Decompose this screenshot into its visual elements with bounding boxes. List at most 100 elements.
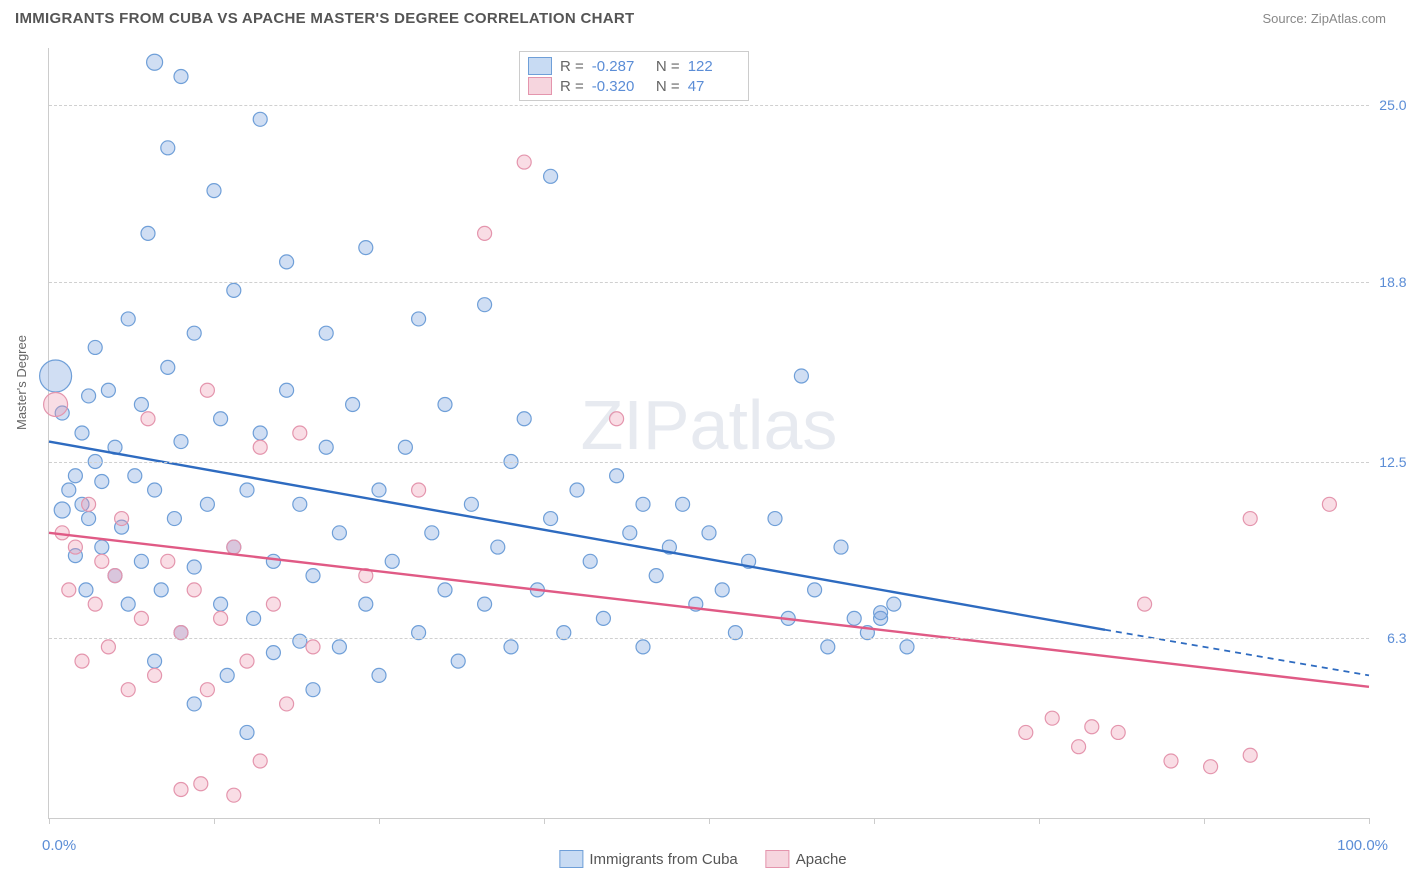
data-point-cuba [207, 184, 221, 198]
data-point-apache [44, 392, 68, 416]
legend-label-apache: Apache [796, 851, 847, 868]
data-point-cuba [491, 540, 505, 554]
data-point-cuba [214, 412, 228, 426]
data-point-cuba [147, 54, 163, 70]
data-point-cuba [425, 526, 439, 540]
data-point-cuba [214, 597, 228, 611]
data-point-cuba [464, 497, 478, 511]
data-point-cuba [79, 583, 93, 597]
x-tick [379, 818, 380, 824]
data-point-apache [88, 597, 102, 611]
data-point-cuba [544, 512, 558, 526]
data-point-cuba [187, 697, 201, 711]
data-point-cuba [359, 241, 373, 255]
data-point-apache [240, 654, 254, 668]
data-point-cuba [544, 169, 558, 183]
data-point-cuba [808, 583, 822, 597]
data-point-cuba [478, 298, 492, 312]
data-point-apache [1164, 754, 1178, 768]
data-point-apache [478, 226, 492, 240]
source-attribution: Source: ZipAtlas.com [1262, 11, 1386, 26]
legend-item-cuba: Immigrants from Cuba [559, 850, 737, 868]
data-point-cuba [332, 526, 346, 540]
data-point-apache [75, 654, 89, 668]
data-point-cuba [676, 497, 690, 511]
data-point-cuba [847, 611, 861, 625]
data-point-apache [194, 777, 208, 791]
data-point-apache [148, 668, 162, 682]
data-point-cuba [200, 497, 214, 511]
data-point-apache [1243, 748, 1257, 762]
gridline [49, 638, 1369, 639]
data-point-cuba [82, 389, 96, 403]
x-tick [709, 818, 710, 824]
y-tick-label: 12.5% [1374, 454, 1406, 470]
chart-title: IMMIGRANTS FROM CUBA VS APACHE MASTER'S … [15, 10, 634, 27]
data-point-cuba [517, 412, 531, 426]
data-point-cuba [253, 112, 267, 126]
data-point-apache [227, 540, 241, 554]
data-point-cuba [293, 497, 307, 511]
data-point-apache [161, 554, 175, 568]
y-tick-label: 25.0% [1374, 97, 1406, 113]
legend-item-apache: Apache [766, 850, 847, 868]
data-point-cuba [306, 683, 320, 697]
data-point-cuba [359, 597, 373, 611]
data-point-cuba [583, 554, 597, 568]
x-tick [874, 818, 875, 824]
data-point-cuba [398, 440, 412, 454]
data-point-cuba [280, 255, 294, 269]
data-point-cuba [253, 426, 267, 440]
data-point-cuba [54, 502, 70, 518]
data-point-cuba [715, 583, 729, 597]
gridline [49, 282, 1369, 283]
data-point-cuba [134, 554, 148, 568]
data-point-apache [517, 155, 531, 169]
data-point-apache [1085, 720, 1099, 734]
data-point-apache [227, 788, 241, 802]
data-point-cuba [134, 397, 148, 411]
data-point-cuba [240, 725, 254, 739]
data-point-apache [121, 683, 135, 697]
data-point-apache [108, 569, 122, 583]
data-point-apache [610, 412, 624, 426]
data-point-cuba [702, 526, 716, 540]
data-point-apache [200, 683, 214, 697]
data-point-apache [1322, 497, 1336, 511]
data-point-cuba [874, 606, 888, 620]
data-point-apache [266, 597, 280, 611]
data-point-cuba [95, 540, 109, 554]
data-point-apache [214, 611, 228, 625]
data-point-apache [306, 640, 320, 654]
data-point-cuba [412, 312, 426, 326]
data-point-cuba [121, 312, 135, 326]
data-point-cuba [187, 560, 201, 574]
data-point-apache [1138, 597, 1152, 611]
data-point-cuba [478, 597, 492, 611]
trendline-cuba [49, 442, 1105, 630]
data-point-apache [62, 583, 76, 597]
data-point-cuba [372, 483, 386, 497]
data-point-apache [1045, 711, 1059, 725]
data-point-cuba [821, 640, 835, 654]
data-point-cuba [887, 597, 901, 611]
data-point-cuba [128, 469, 142, 483]
data-point-apache [200, 383, 214, 397]
data-point-cuba [101, 383, 115, 397]
data-point-apache [1019, 725, 1033, 739]
x-tick [1204, 818, 1205, 824]
data-point-cuba [636, 640, 650, 654]
x-tick [49, 818, 50, 824]
x-tick [544, 818, 545, 824]
data-point-apache [134, 611, 148, 625]
data-point-cuba [141, 226, 155, 240]
x-tick [214, 818, 215, 824]
data-point-cuba [266, 646, 280, 660]
y-tick-label: 6.3% [1374, 630, 1406, 646]
data-point-cuba [62, 483, 76, 497]
data-point-cuba [319, 326, 333, 340]
data-point-apache [68, 540, 82, 554]
data-point-cuba [636, 497, 650, 511]
data-point-cuba [161, 141, 175, 155]
data-point-cuba [95, 474, 109, 488]
